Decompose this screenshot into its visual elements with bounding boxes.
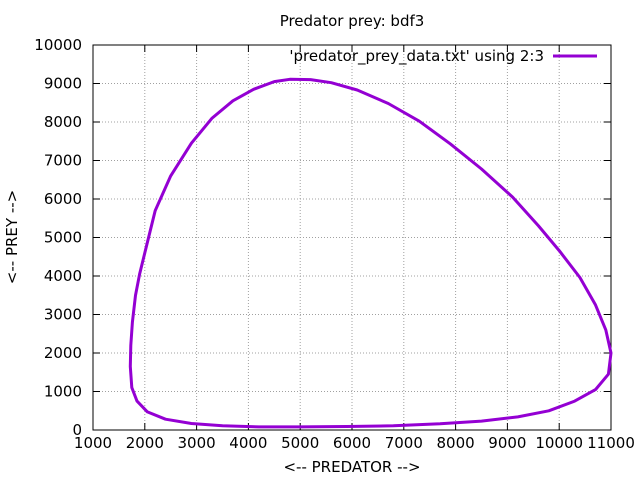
x-tick-label: 7000 — [385, 434, 423, 452]
x-axis-label: <-- PREDATOR --> — [283, 458, 420, 476]
x-tick-label: 1000 — [74, 434, 112, 452]
x-tick-label: 8000 — [437, 434, 475, 452]
y-tick-label: 1000 — [44, 383, 82, 401]
y-tick-label: 4000 — [44, 267, 82, 285]
x-axis-ticks: 1000 2000 3000 4000 5000 6000 7000 8000 9000 1000… — [74, 45, 635, 452]
y-tick-label: 7000 — [44, 152, 82, 170]
y-axis-ticks: 0 1000 2000 3000 4000 5000 6000 7000 8000 9000 100… — [34, 36, 611, 439]
x-tick-label: 3000 — [178, 434, 216, 452]
y-tick-label: 8000 — [44, 113, 82, 131]
x-tick-label: 11000 — [587, 434, 635, 452]
x-tick-label: 2000 — [126, 434, 164, 452]
legend: 'predator_prey_data.txt' using 2:3 — [289, 47, 597, 66]
x-tick-label: 5000 — [281, 434, 319, 452]
y-tick-label: 5000 — [44, 229, 82, 247]
y-tick-label: 9000 — [44, 75, 82, 93]
series-line — [128, 77, 613, 429]
x-tick-label: 9000 — [488, 434, 526, 452]
x-tick-label: 6000 — [333, 434, 371, 452]
y-tick-label: 2000 — [44, 344, 82, 362]
grid-lines — [93, 45, 611, 430]
x-tick-label: 10000 — [535, 434, 583, 452]
y-tick-label: 3000 — [44, 306, 82, 324]
y-tick-label: 0 — [72, 421, 82, 439]
x-tick-label: 4000 — [229, 434, 267, 452]
y-tick-label: 6000 — [44, 190, 82, 208]
series-layer — [128, 77, 613, 429]
legend-label: 'predator_prey_data.txt' using 2:3 — [289, 47, 544, 66]
y-tick-label: 10000 — [34, 36, 82, 54]
y-axis-label: <-- PREY --> — [3, 190, 21, 284]
chart-title: Predator prey: bdf3 — [280, 12, 425, 30]
